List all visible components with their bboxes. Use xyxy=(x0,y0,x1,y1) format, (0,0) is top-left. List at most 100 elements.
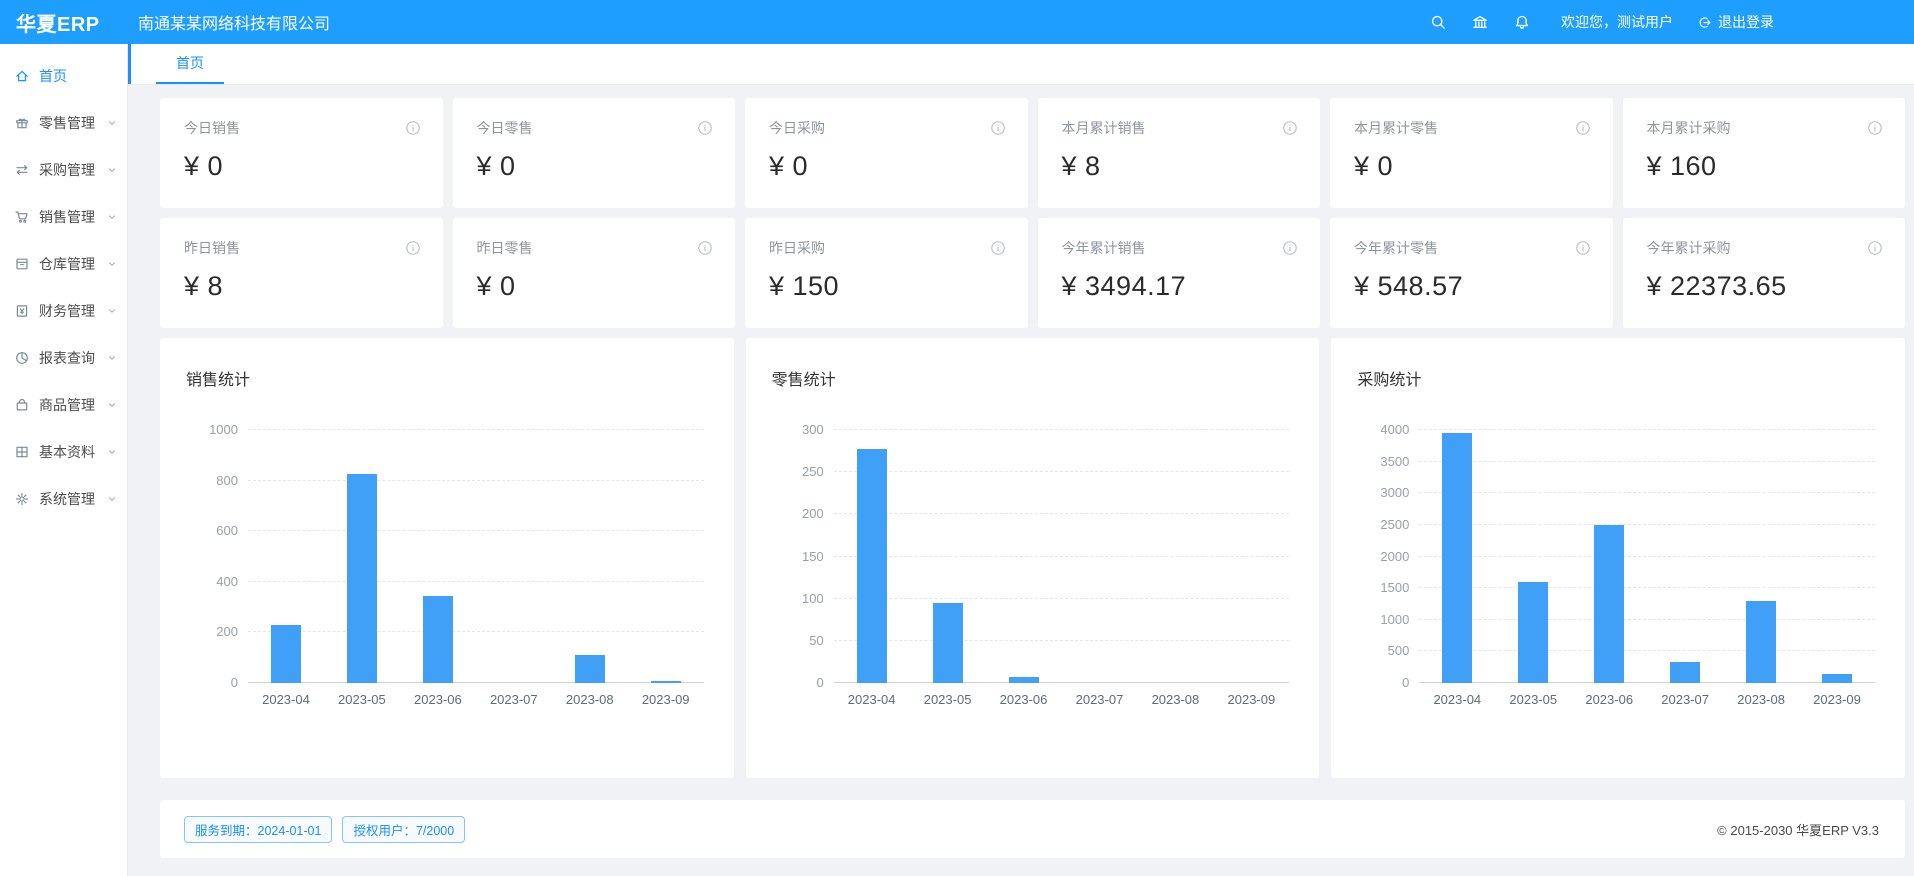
info-icon[interactable] xyxy=(405,240,421,256)
gridline: 800 xyxy=(216,473,704,488)
gridline: 600 xyxy=(216,523,704,538)
logout-icon xyxy=(1697,15,1712,30)
bar-chart-plot: 0 500 1000 1500 2000 2500 3000 3500 4000 2023-04 2… xyxy=(1380,422,1876,707)
sidebar-item-finance[interactable]: 财务管理 xyxy=(0,291,127,331)
info-icon[interactable] xyxy=(990,240,1006,256)
stat-card-head: 今年累计采购 xyxy=(1647,238,1884,258)
x-tick-label: 2023-08 xyxy=(1737,692,1785,707)
chart-title: 零售统计 xyxy=(771,372,836,389)
stat-card-head: 今日销售 xyxy=(184,118,421,138)
stat-value: ¥ 3494.17 xyxy=(1061,271,1187,301)
y-tick-label: 50 xyxy=(809,632,824,648)
y-tick-label: 500 xyxy=(1387,643,1410,659)
x-axis-line: 0 xyxy=(1402,675,1876,690)
stat-card: 今年累计销售 ¥ 3494.17 xyxy=(1037,218,1320,328)
x-tick-label: 2023-07 xyxy=(489,692,538,707)
stat-value: ¥ 0 xyxy=(184,151,224,181)
bar-2023-05 xyxy=(346,474,377,683)
sidebar-item-goods[interactable]: 商品管理 xyxy=(0,385,127,425)
x-tick-label: 2023-08 xyxy=(565,692,614,707)
sidebar-item-label: 财务管理 xyxy=(39,303,95,319)
y-tick-label: 3000 xyxy=(1380,485,1410,501)
logout-button[interactable]: 退出登录 xyxy=(1697,12,1774,32)
sidebar-item-label: 商品管理 xyxy=(39,397,95,413)
stat-card: 本月累计采购 ¥ 160 xyxy=(1622,98,1905,208)
sidebar-item-home[interactable]: 首页 xyxy=(0,56,127,96)
sidebar-item-purchase[interactable]: 采购管理 xyxy=(0,150,127,190)
stat-card-head: 本月累计零售 xyxy=(1354,118,1591,138)
bar-2023-08 xyxy=(574,655,605,683)
info-icon[interactable] xyxy=(1282,240,1298,256)
sidebar-item-reports[interactable]: 报表查询 xyxy=(0,338,127,378)
stat-card-head: 昨日采购 xyxy=(769,238,1006,258)
stat-label: 今日零售 xyxy=(476,120,533,136)
x-tick-label: 2023-04 xyxy=(262,692,310,707)
notification-bell-icon[interactable] xyxy=(1513,13,1531,31)
stat-label: 今年累计采购 xyxy=(1646,240,1731,256)
bar-2023-05 xyxy=(1518,581,1549,683)
bar-2023-09 xyxy=(650,680,681,683)
gridline: 500 xyxy=(1388,643,1876,658)
info-icon[interactable] xyxy=(1282,120,1298,136)
stat-card-head: 今年累计销售 xyxy=(1062,238,1299,258)
sidebar-item-sales[interactable]: 销售管理 xyxy=(0,197,127,237)
stat-value: ¥ 0 xyxy=(476,151,516,181)
stat-card: 昨日采购 ¥ 150 xyxy=(745,218,1028,328)
chevron-down-icon xyxy=(106,493,118,505)
info-icon[interactable] xyxy=(697,240,713,256)
stat-card-head: 昨日销售 xyxy=(184,238,421,258)
x-tick-label: 2023-05 xyxy=(1509,692,1558,707)
sidebar-item-basic-data[interactable]: 基本资料 xyxy=(0,432,127,472)
x-tick-label: 2023-06 xyxy=(414,692,462,707)
app-logo[interactable]: 华夏ERP xyxy=(16,13,100,36)
y-tick-label: 250 xyxy=(801,464,824,480)
bar-2023-05 xyxy=(932,602,963,683)
info-icon[interactable] xyxy=(697,120,713,136)
bar-2023-06 xyxy=(1594,524,1625,683)
tab-bar: 首页 xyxy=(128,44,1914,85)
sidebar-item-retail[interactable]: 零售管理 xyxy=(0,103,127,143)
info-icon[interactable] xyxy=(990,120,1006,136)
gridline: 100 xyxy=(802,591,1290,606)
info-icon[interactable] xyxy=(1575,120,1591,136)
logout-label: 退出登录 xyxy=(1718,14,1774,30)
gridline: 2500 xyxy=(1380,517,1876,532)
y-tick-label: 2500 xyxy=(1380,516,1410,532)
gridline: 300 xyxy=(802,422,1290,437)
search-icon[interactable] xyxy=(1429,13,1447,31)
x-axis-line: 0 xyxy=(816,675,1290,690)
sidebar-item-warehouse[interactable]: 仓库管理 xyxy=(0,244,127,284)
x-tick-label: 2023-04 xyxy=(847,692,896,707)
bank-icon[interactable] xyxy=(1471,13,1489,31)
sidebar-item-system[interactable]: 系统管理 xyxy=(0,479,127,519)
stat-label: 本月累计采购 xyxy=(1646,120,1731,136)
y-tick-label: 4000 xyxy=(1380,422,1410,437)
y-tick-label: 1000 xyxy=(1380,611,1410,627)
stat-label: 今年累计销售 xyxy=(1061,240,1146,256)
x-tick-label: 2023-06 xyxy=(1585,692,1634,707)
info-icon[interactable] xyxy=(1867,240,1883,256)
gridline: 150 xyxy=(802,549,1290,564)
info-icon[interactable] xyxy=(1575,240,1591,256)
footer-bar: 服务到期：2024-01-01 授权用户：7/2000 © 2015-2030 华… xyxy=(160,800,1905,858)
stat-value: ¥ 22373.65 xyxy=(1646,271,1787,301)
chart-card-purchase: 采购统计 0 500 1000 1500 2000 2500 3000 3500 4000 2023… xyxy=(1331,338,1906,778)
chevron-down-icon xyxy=(106,352,118,364)
x-tick-label: 2023-09 xyxy=(1813,692,1861,707)
chart-card-retail: 零售统计 0 50 100 150 200 250 300 2023-04 2023-05 2023… xyxy=(745,338,1320,778)
stat-value: ¥ 0 xyxy=(476,271,516,301)
stat-label: 昨日销售 xyxy=(184,240,240,256)
finance-icon xyxy=(14,303,30,319)
y-tick-label: 2000 xyxy=(1380,548,1410,564)
gridline: 200 xyxy=(802,506,1290,521)
info-icon[interactable] xyxy=(405,120,421,136)
y-tick-label: 200 xyxy=(216,624,238,640)
stat-card: 昨日零售 ¥ 0 xyxy=(452,218,735,328)
info-icon[interactable] xyxy=(1867,120,1883,136)
tab-home[interactable]: 首页 xyxy=(156,44,224,84)
bar-chart-plot: 0 50 100 150 200 250 300 2023-04 2023-05 2023-06 2… xyxy=(802,422,1290,707)
bar-2023-04 xyxy=(1442,433,1473,683)
main-area: 首页 今日销售 ¥ 0 今日零售 ¥ 0 今日采购 ¥ 0 本月累计销售 ¥ 8 本月累计零售 ¥… xyxy=(128,44,1914,876)
chart-title: 销售统计 xyxy=(186,372,251,389)
